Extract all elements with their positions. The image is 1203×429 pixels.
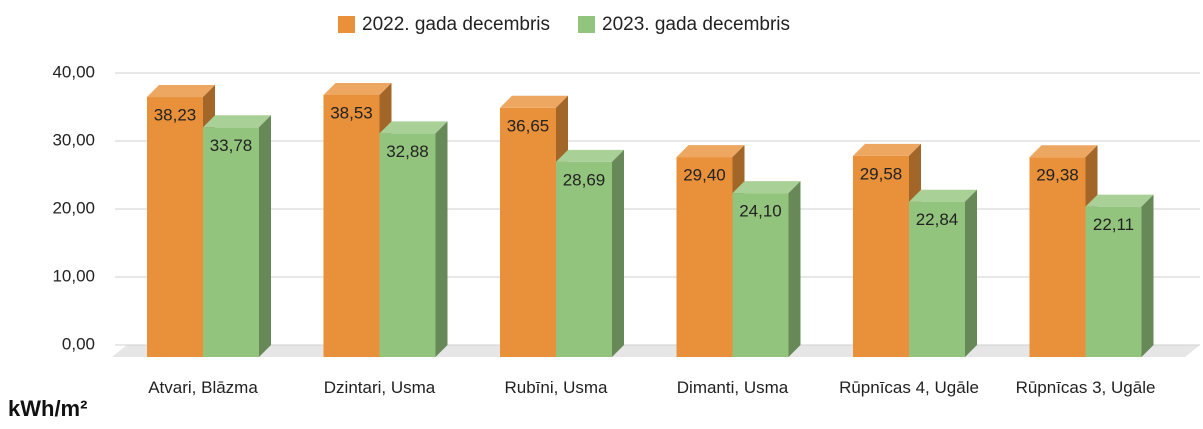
bar-side: [788, 181, 801, 357]
bar-front: [203, 127, 259, 358]
x-tick-label: Dimanti, Usma: [676, 378, 789, 397]
bar-side: [612, 149, 624, 357]
bar-top: [147, 85, 215, 98]
value-label: 29,38: [1036, 166, 1079, 185]
y-tick-label: 10,00: [52, 266, 95, 285]
bar-top: [909, 189, 977, 202]
bar: [909, 189, 977, 357]
value-label: 38,53: [330, 103, 373, 122]
bar-top: [323, 82, 392, 95]
bar-top: [1085, 194, 1154, 207]
bar-front: [147, 97, 203, 357]
y-tick-label: 20,00: [52, 198, 95, 217]
y-axis-label: kWh/m²: [8, 396, 88, 421]
bar-top: [1029, 145, 1098, 158]
bar-side: [965, 189, 977, 357]
bar-top: [853, 143, 921, 156]
bar-front: [500, 107, 556, 357]
value-label: 22,11: [1093, 215, 1134, 234]
bar: [1029, 145, 1098, 357]
bar-top: [500, 95, 568, 108]
legend-swatch: [338, 16, 355, 33]
bar-side: [1141, 194, 1154, 357]
x-tick-label: Rūpnīcas 3, Ugāle: [1015, 378, 1156, 397]
bar: [379, 121, 448, 357]
bar: [1085, 194, 1154, 357]
value-label: 29,40: [683, 166, 726, 185]
value-label: 33,78: [210, 136, 253, 155]
bar-front: [1029, 157, 1086, 357]
bar-front: [909, 201, 965, 357]
x-tick-label: Rūpnīcas 4, Ugāle: [839, 378, 979, 397]
bar-front: [1085, 206, 1142, 357]
x-tick-label: Rubīni, Usma: [504, 378, 608, 397]
bar-front: [323, 94, 380, 357]
bar-top: [732, 181, 801, 194]
y-tick-label: 0,00: [62, 334, 95, 353]
value-label: 38,23: [154, 106, 197, 125]
y-tick-label: 40,00: [52, 62, 95, 81]
bar: [556, 149, 624, 357]
bar-front: [379, 133, 436, 357]
bar: [203, 115, 271, 358]
value-label: 32,88: [386, 142, 429, 161]
legend-swatch: [578, 16, 596, 33]
value-label: 36,65: [507, 116, 550, 135]
x-tick-label: Atvari, Blāzma: [148, 378, 258, 397]
bar-top: [676, 145, 745, 158]
bar: [732, 181, 801, 357]
bar-front: [556, 161, 612, 357]
bar-top: [556, 149, 624, 162]
legend-label: 2023. gada decembris: [602, 14, 790, 35]
value-label: 24,10: [739, 202, 782, 221]
bar-front: [732, 193, 789, 357]
legend-label: 2022. gada decembris: [362, 14, 550, 35]
value-label: 29,58: [860, 164, 903, 183]
bar-side: [259, 115, 271, 358]
bar-front: [676, 157, 733, 357]
x-tick-label: Dzintari, Usma: [323, 378, 436, 397]
bar-top: [203, 115, 271, 128]
bar-top: [379, 121, 448, 134]
value-label: 28,69: [563, 170, 606, 189]
bar-side: [435, 121, 448, 357]
value-label: 22,84: [916, 210, 959, 229]
bar-front: [853, 155, 909, 357]
y-tick-label: 30,00: [52, 130, 95, 149]
